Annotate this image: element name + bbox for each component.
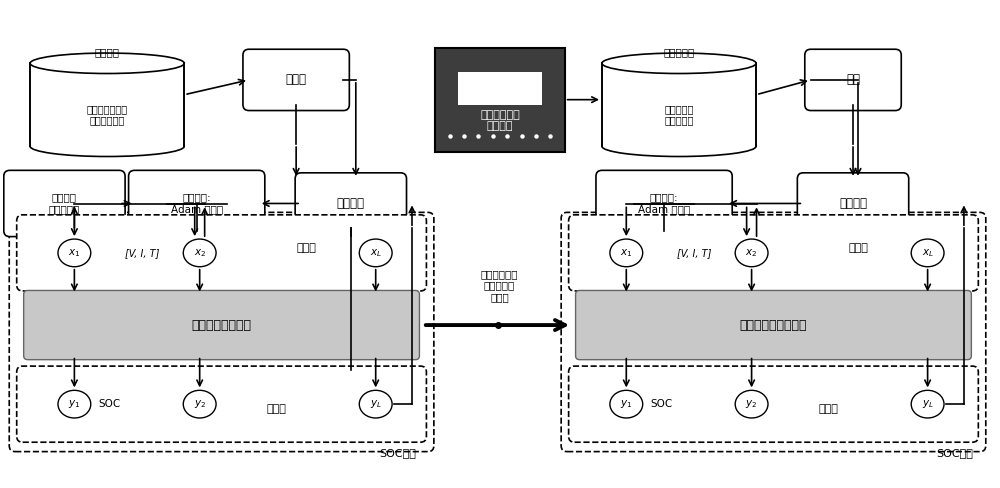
- FancyBboxPatch shape: [17, 215, 426, 291]
- FancyBboxPatch shape: [4, 170, 125, 237]
- FancyBboxPatch shape: [805, 49, 901, 111]
- Bar: [603, 63, 755, 146]
- Text: SOC: SOC: [98, 399, 120, 409]
- Text: 深度学习目标域模型: 深度学习目标域模型: [740, 319, 807, 331]
- Text: [V, I, T]: [V, I, T]: [125, 248, 159, 258]
- Text: 锂离子电池标准
数据集预处理: 锂离子电池标准 数据集预处理: [87, 104, 128, 125]
- Text: $y_L$: $y_L$: [370, 398, 382, 410]
- Ellipse shape: [911, 390, 944, 418]
- FancyBboxPatch shape: [561, 212, 986, 451]
- Text: $y_L$: $y_L$: [922, 398, 934, 410]
- Text: 输入层: 输入层: [848, 243, 868, 253]
- Text: [V, I, T]: [V, I, T]: [677, 248, 711, 258]
- FancyBboxPatch shape: [569, 215, 978, 291]
- Text: $x_L$: $x_L$: [370, 247, 382, 259]
- Text: 源域样本: 源域样本: [95, 47, 120, 57]
- Text: $y_1$: $y_1$: [68, 398, 81, 410]
- Text: $y_1$: $y_1$: [620, 398, 632, 410]
- FancyBboxPatch shape: [17, 366, 426, 442]
- FancyBboxPatch shape: [243, 49, 349, 111]
- Text: 输入层: 输入层: [296, 243, 316, 253]
- Text: $x_1$: $x_1$: [620, 247, 632, 259]
- FancyBboxPatch shape: [569, 366, 978, 442]
- FancyBboxPatch shape: [129, 170, 265, 237]
- Ellipse shape: [58, 390, 91, 418]
- Text: SOC估计: SOC估计: [380, 448, 417, 458]
- Ellipse shape: [30, 136, 184, 157]
- Ellipse shape: [359, 239, 392, 267]
- Text: 参数更新:
Adam 优化器: 参数更新: Adam 优化器: [638, 193, 690, 214]
- Text: 参数更新:
Adam 优化器: 参数更新: Adam 优化器: [171, 193, 223, 214]
- Ellipse shape: [610, 390, 643, 418]
- Bar: [31, 63, 183, 146]
- Ellipse shape: [58, 239, 91, 267]
- Text: 深度学习源域模型: 深度学习源域模型: [192, 319, 252, 331]
- Ellipse shape: [610, 239, 643, 267]
- Ellipse shape: [602, 136, 756, 157]
- FancyBboxPatch shape: [797, 173, 909, 234]
- FancyBboxPatch shape: [596, 170, 732, 237]
- Text: $x_2$: $x_2$: [745, 247, 758, 259]
- Text: $y_2$: $y_2$: [194, 398, 206, 410]
- Ellipse shape: [183, 390, 216, 418]
- Bar: [435, 48, 565, 152]
- Ellipse shape: [735, 239, 768, 267]
- FancyBboxPatch shape: [295, 173, 407, 234]
- Text: 误差计算: 误差计算: [839, 197, 867, 210]
- Text: 微调: 微调: [846, 73, 860, 86]
- Text: $y_2$: $y_2$: [745, 398, 758, 410]
- Text: 输出层: 输出层: [818, 404, 838, 414]
- Ellipse shape: [359, 390, 392, 418]
- FancyBboxPatch shape: [9, 212, 434, 451]
- Text: $x_1$: $x_1$: [68, 247, 81, 259]
- Text: $x_L$: $x_L$: [922, 247, 934, 259]
- Text: 自主实验数
据集预处理: 自主实验数 据集预处理: [664, 104, 694, 125]
- Text: 误差计算: 误差计算: [337, 197, 365, 210]
- Ellipse shape: [183, 239, 216, 267]
- Text: 自主实验电池
测试系统: 自主实验电池 测试系统: [480, 110, 520, 131]
- Text: 输出层: 输出层: [266, 404, 286, 414]
- Bar: [30, 63, 184, 146]
- Ellipse shape: [602, 53, 756, 74]
- Bar: [602, 63, 756, 146]
- Text: 网络参数
随机初数化: 网络参数 随机初数化: [49, 193, 80, 214]
- Text: 目标域样本: 目标域样本: [663, 47, 695, 57]
- Text: SOC: SOC: [650, 399, 672, 409]
- Ellipse shape: [735, 390, 768, 418]
- Text: $x_2$: $x_2$: [194, 247, 206, 259]
- Bar: [458, 72, 542, 105]
- Ellipse shape: [911, 239, 944, 267]
- Text: 网络参数迁移
目标域模型
初始化: 网络参数迁移 目标域模型 初始化: [481, 269, 518, 302]
- FancyBboxPatch shape: [24, 290, 419, 360]
- Ellipse shape: [30, 53, 184, 74]
- Text: SOC估计: SOC估计: [937, 448, 973, 458]
- FancyBboxPatch shape: [576, 290, 971, 360]
- Text: 预训练: 预训练: [286, 73, 307, 86]
